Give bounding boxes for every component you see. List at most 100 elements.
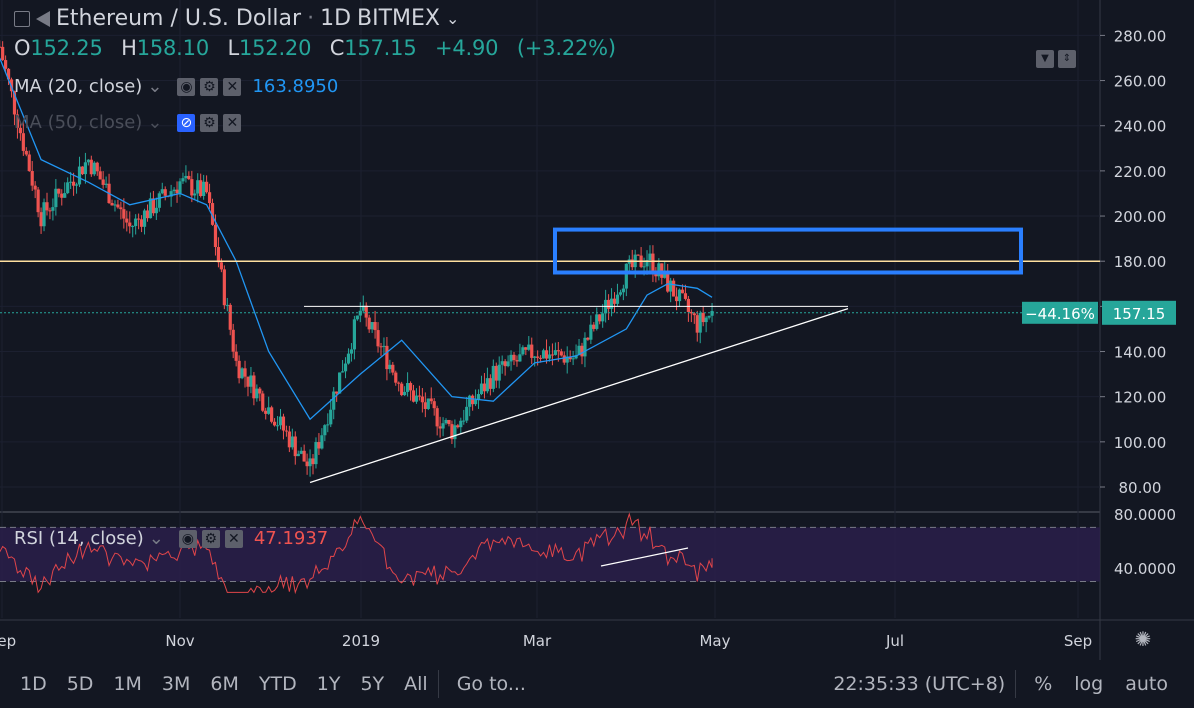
candle-body [86, 159, 90, 163]
rsi-tick-label: 40.0000 [1114, 560, 1176, 578]
candle-body [21, 133, 25, 151]
range-6m[interactable]: 6M [210, 673, 239, 695]
candle-body [645, 260, 649, 267]
candle-body [666, 270, 670, 292]
eye-icon[interactable]: ◉ [178, 529, 197, 548]
clock-display[interactable]: 22:35:33 (UTC+8) [833, 673, 1006, 695]
bottom-toolbar: 1D 5D 1M 3M 6M YTD 1Y 5Y All Go to... 22… [0, 660, 1194, 708]
candle-body [408, 383, 413, 391]
gear-icon[interactable]: ⚙ [200, 77, 219, 96]
close-icon[interactable]: ✕ [223, 113, 242, 132]
rsi-label[interactable]: RSI (14, close) [14, 528, 144, 549]
candle-body [577, 345, 581, 356]
divider [437, 670, 439, 698]
settings-gear-icon: ✺ [1135, 627, 1152, 651]
time-tick-label: 2019 [342, 632, 380, 650]
candle-body [169, 191, 173, 197]
exchange-label[interactable]: BITMEX [357, 6, 440, 31]
candle-body [267, 407, 271, 414]
candle-body [385, 345, 389, 370]
candle-body [278, 416, 283, 426]
auto-toggle[interactable]: auto [1125, 673, 1168, 695]
collapse-pane-icon[interactable]: ▼ [1036, 50, 1054, 68]
candle-body [131, 226, 135, 228]
candle-body [311, 458, 315, 465]
chart-canvas[interactable]: 280.00260.00240.00220.00200.00180.00160.… [0, 0, 1194, 660]
chevron-down-icon[interactable]: ⌄ [147, 76, 163, 97]
close-icon[interactable]: ✕ [224, 529, 243, 548]
pane-controls[interactable]: ▼ ⇕ [1036, 50, 1076, 68]
eye-off-icon[interactable]: ⊘ [177, 113, 196, 132]
chevron-down-icon[interactable]: ⌄ [148, 528, 164, 549]
time-tick-label: Mar [523, 632, 552, 650]
candle-body [113, 204, 117, 206]
gear-icon[interactable]: ⚙ [200, 113, 219, 132]
candle-body [471, 395, 475, 405]
eye-icon[interactable]: ◉ [177, 77, 196, 96]
candle-body [420, 396, 424, 403]
collapse-icon[interactable] [14, 10, 30, 27]
candle-body [27, 154, 31, 172]
candle-body [98, 171, 102, 180]
candle-body [370, 322, 374, 330]
ma50-legend[interactable]: MA (50, close) ⌄ ⊘ ⚙ ✕ [14, 112, 242, 133]
rsi-value: 47.1937 [253, 528, 329, 549]
rsi-legend[interactable]: RSI (14, close) ⌄ ◉ ⚙ ✕ 47.1937 [14, 528, 328, 549]
candle-body [190, 179, 194, 196]
candle-body [210, 203, 215, 225]
range-5y[interactable]: 5Y [360, 673, 385, 695]
candle-body [77, 166, 82, 185]
close-icon[interactable]: ✕ [223, 77, 242, 96]
candle-body [329, 409, 333, 425]
candle-body [160, 189, 164, 194]
candle-body [287, 431, 291, 448]
candle-body [521, 347, 525, 355]
candle-body [376, 330, 380, 347]
candle-body [71, 181, 76, 186]
candle-body [134, 218, 138, 227]
range-5d[interactable]: 5D [66, 673, 94, 695]
candle-body [506, 361, 510, 367]
candle-body [80, 166, 85, 175]
ma20-label[interactable]: MA (20, close) [14, 76, 143, 97]
candle-body [172, 189, 176, 192]
range-3m[interactable]: 3M [161, 673, 191, 695]
candle-body [219, 262, 223, 270]
range-1m[interactable]: 1M [113, 673, 142, 695]
symbol-legend[interactable]: Ethereum / U.S. Dollar · 1D BITMEX ⌄ [14, 6, 459, 31]
log-toggle[interactable]: log [1074, 673, 1104, 695]
candle-body [205, 181, 209, 193]
percent-toggle[interactable]: % [1034, 673, 1053, 695]
candle-body [178, 181, 182, 194]
candle-body [473, 399, 478, 405]
candle-body [704, 317, 708, 323]
candle-body [139, 219, 144, 227]
range-1y[interactable]: 1Y [316, 673, 341, 695]
ma50-label[interactable]: MA (50, close) [14, 112, 143, 133]
candle-body [231, 329, 235, 352]
candle-body [618, 292, 623, 295]
maximize-pane-icon[interactable]: ⇕ [1058, 50, 1076, 68]
range-all[interactable]: All [404, 673, 428, 695]
time-tick-label: Sep [1064, 632, 1092, 650]
chevron-down-icon[interactable]: ⌄ [446, 9, 460, 28]
range-ytd[interactable]: YTD [258, 673, 297, 695]
range-1d[interactable]: 1D [20, 673, 47, 695]
candle-body [343, 363, 348, 372]
interval-label[interactable]: 1D [320, 6, 352, 31]
candle-body [361, 305, 365, 311]
chevron-down-icon[interactable]: ⌄ [147, 112, 163, 133]
candle-body [142, 210, 147, 227]
candle-body [426, 398, 430, 409]
flag-icon[interactable] [36, 10, 50, 27]
candle-body [601, 313, 605, 322]
candle-body [414, 395, 419, 402]
candle-body [199, 180, 203, 197]
candle-body [462, 420, 466, 422]
gear-icon[interactable]: ⚙ [201, 529, 220, 548]
candle-body [110, 203, 114, 206]
ma20-legend[interactable]: MA (20, close) ⌄ ◉ ⚙ ✕ 163.8950 [14, 76, 338, 97]
candle-body [533, 356, 537, 358]
candle-body [669, 280, 673, 292]
goto-button[interactable]: Go to... [456, 673, 526, 695]
